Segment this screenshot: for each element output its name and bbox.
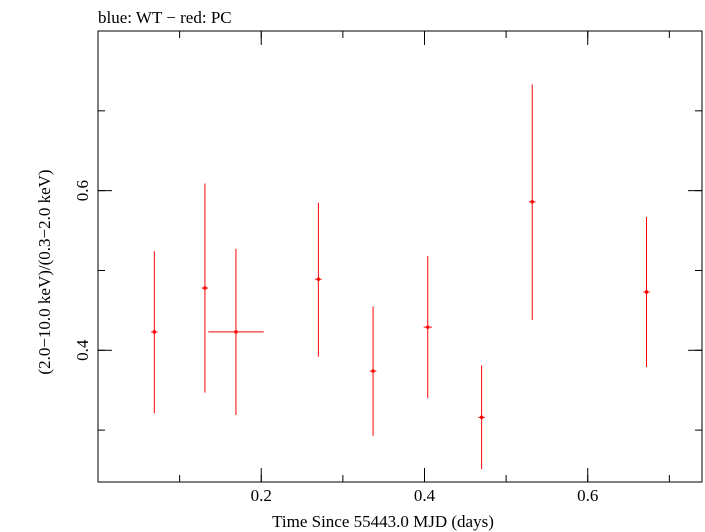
axis-ticks [98,31,702,482]
axis-tick-labels: 0.2 0.4 0.6 0.4 0.6 [73,180,598,505]
plot-frame [97,30,703,483]
point-marker [316,277,320,281]
data-point [423,256,432,399]
data-point [208,248,264,415]
x-tick-label: 0.6 [577,486,598,505]
x-axis-label: Time Since 55443.0 MJD (days) [272,512,494,531]
y-axis-label: (2.0−10.0 keV)/(0.3−2.0 keV) [35,169,54,374]
data-series [151,84,650,470]
point-marker [234,330,238,334]
point-marker [644,290,648,294]
point-marker [426,325,430,329]
y-tick-label: 0.4 [73,339,92,361]
x-tick-label: 0.2 [251,486,272,505]
data-point [528,84,536,320]
chart-title: blue: WT − red: PC [98,8,232,27]
data-point [478,365,485,470]
data-point [151,251,158,414]
data-point [643,216,650,368]
point-marker [480,415,484,419]
point-marker [371,369,375,373]
x-tick-label: 0.4 [414,486,436,505]
data-point [201,183,209,393]
y-tick-label: 0.6 [73,180,92,201]
data-point [369,306,377,436]
data-point [315,202,322,357]
point-marker [152,330,156,334]
point-marker [530,200,534,204]
point-marker [203,286,207,290]
